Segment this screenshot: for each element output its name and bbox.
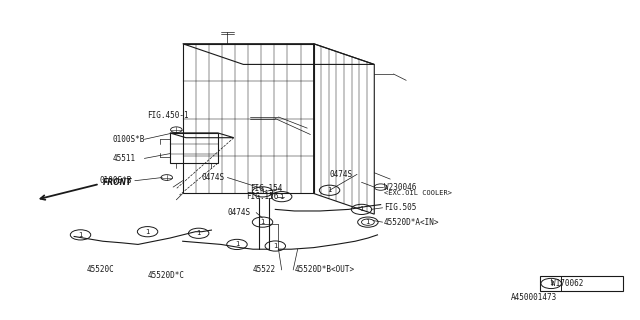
Text: 1: 1 (549, 280, 554, 286)
Text: 1: 1 (260, 189, 265, 195)
Text: 45520D*B<OUT>: 45520D*B<OUT> (294, 265, 355, 275)
Text: 1: 1 (280, 194, 284, 200)
Text: 45520D*C: 45520D*C (148, 271, 184, 280)
Text: 45520C: 45520C (87, 265, 115, 275)
Text: 0474S: 0474S (330, 170, 353, 179)
Text: W230046: W230046 (384, 183, 416, 192)
Text: <EXC.OIL COOLER>: <EXC.OIL COOLER> (384, 190, 452, 196)
Text: 0474S: 0474S (202, 173, 225, 182)
Text: 1: 1 (260, 219, 265, 225)
Text: W170062: W170062 (551, 279, 584, 288)
Text: 1: 1 (359, 206, 364, 212)
Text: 0100S*B: 0100S*B (113, 135, 145, 144)
Text: 45522: 45522 (253, 265, 276, 275)
Text: 0100S*B: 0100S*B (100, 176, 132, 185)
Text: FRONT: FRONT (103, 179, 132, 188)
Text: FIG.154: FIG.154 (250, 184, 282, 193)
Text: 45511: 45511 (113, 154, 136, 163)
Text: 1: 1 (78, 232, 83, 238)
Text: 1: 1 (273, 243, 278, 249)
Text: 1: 1 (235, 241, 239, 247)
Text: 1: 1 (327, 187, 332, 193)
Text: 1: 1 (365, 219, 370, 225)
Text: 1: 1 (145, 229, 150, 235)
Text: A450001473: A450001473 (511, 293, 557, 302)
Text: 1: 1 (196, 230, 201, 236)
Text: FIG.505: FIG.505 (384, 203, 416, 212)
Text: 45520D*A<IN>: 45520D*A<IN> (384, 218, 440, 227)
Text: FIG.156: FIG.156 (246, 192, 279, 201)
Text: FIG.450-1: FIG.450-1 (147, 111, 189, 120)
Text: 0474S: 0474S (227, 208, 250, 217)
